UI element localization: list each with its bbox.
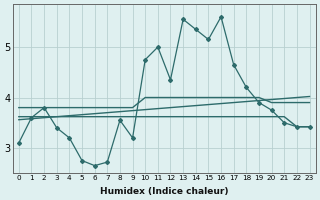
X-axis label: Humidex (Indice chaleur): Humidex (Indice chaleur) <box>100 187 228 196</box>
